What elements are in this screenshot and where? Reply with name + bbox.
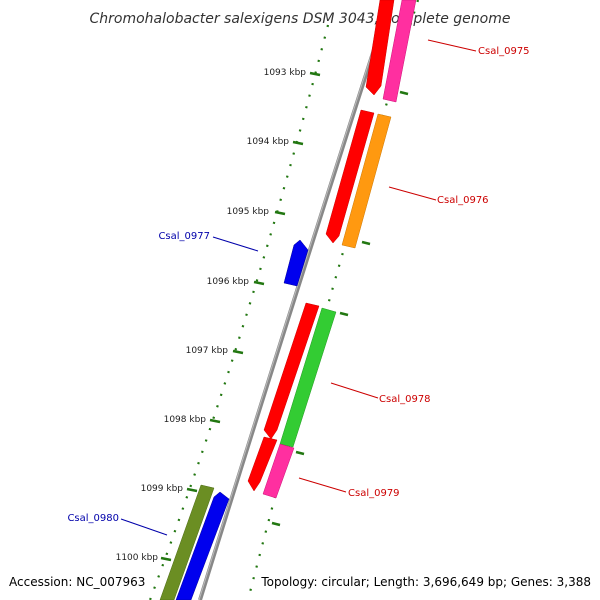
gene-label-csal-0976[interactable]: Csal_0976 — [437, 195, 489, 206]
leader-csal-0979 — [298, 477, 347, 493]
tick-label-1095: 1095 kbp — [227, 207, 270, 217]
gene-csal-0979[interactable] — [262, 443, 295, 499]
map-title: Chromohalobacter salexigens DSM 3043, co… — [90, 11, 511, 27]
accession-text: Accession: NC_007963 — [9, 575, 145, 589]
gene-label-csal-0977[interactable]: Csal_0977 — [158, 231, 210, 242]
gene-label-csal-0975[interactable]: Csal_0975 — [478, 46, 530, 57]
gene-csal-0978-cds[interactable] — [263, 302, 320, 440]
gene-csal-0980[interactable] — [175, 491, 230, 600]
tick-label-1094: 1094 kbp — [247, 137, 290, 147]
inner-tick-marks — [271, 90, 409, 527]
leader-csal-0978 — [330, 382, 379, 399]
leader-csal-0976 — [388, 186, 437, 201]
genome-summary-text: Topology: circular; Length: 3,696,649 bp… — [260, 575, 591, 589]
gene-label-csal-0979[interactable]: Csal_0979 — [348, 488, 400, 499]
tick-label-1097: 1097 kbp — [186, 346, 229, 356]
gene-csal-0975-cds[interactable] — [365, 0, 395, 96]
gene-csal-0977[interactable] — [283, 239, 309, 287]
gene-label-csal-0980[interactable]: Csal_0980 — [67, 513, 119, 524]
leader-csal-0980 — [120, 518, 168, 536]
kbp-tick-marks — [160, 71, 321, 562]
inner-tick-track — [246, 0, 420, 600]
gene-label-csal-0978[interactable]: Csal_0978 — [379, 394, 431, 405]
tick-label-1100: 1100 kbp — [116, 553, 159, 563]
gene-csal-0976[interactable] — [341, 113, 392, 249]
gene-csal-0980-feature[interactable] — [159, 484, 215, 600]
gene-csal-0976-cds[interactable] — [325, 109, 375, 244]
tick-label-1096: 1096 kbp — [207, 277, 250, 287]
tick-label-1098: 1098 kbp — [164, 415, 207, 425]
tick-label-1093: 1093 kbp — [264, 68, 307, 78]
gene-csal-0975[interactable] — [382, 0, 417, 103]
leader-csal-0975 — [427, 39, 477, 52]
gene-csal-0978[interactable] — [279, 307, 337, 448]
tick-label-1099: 1099 kbp — [141, 484, 184, 494]
chromosome-backbone — [198, 0, 392, 600]
gene-csal-0979-cds[interactable] — [247, 436, 278, 492]
leader-csal-0977 — [212, 236, 259, 252]
outer-tick-track — [148, 24, 330, 600]
